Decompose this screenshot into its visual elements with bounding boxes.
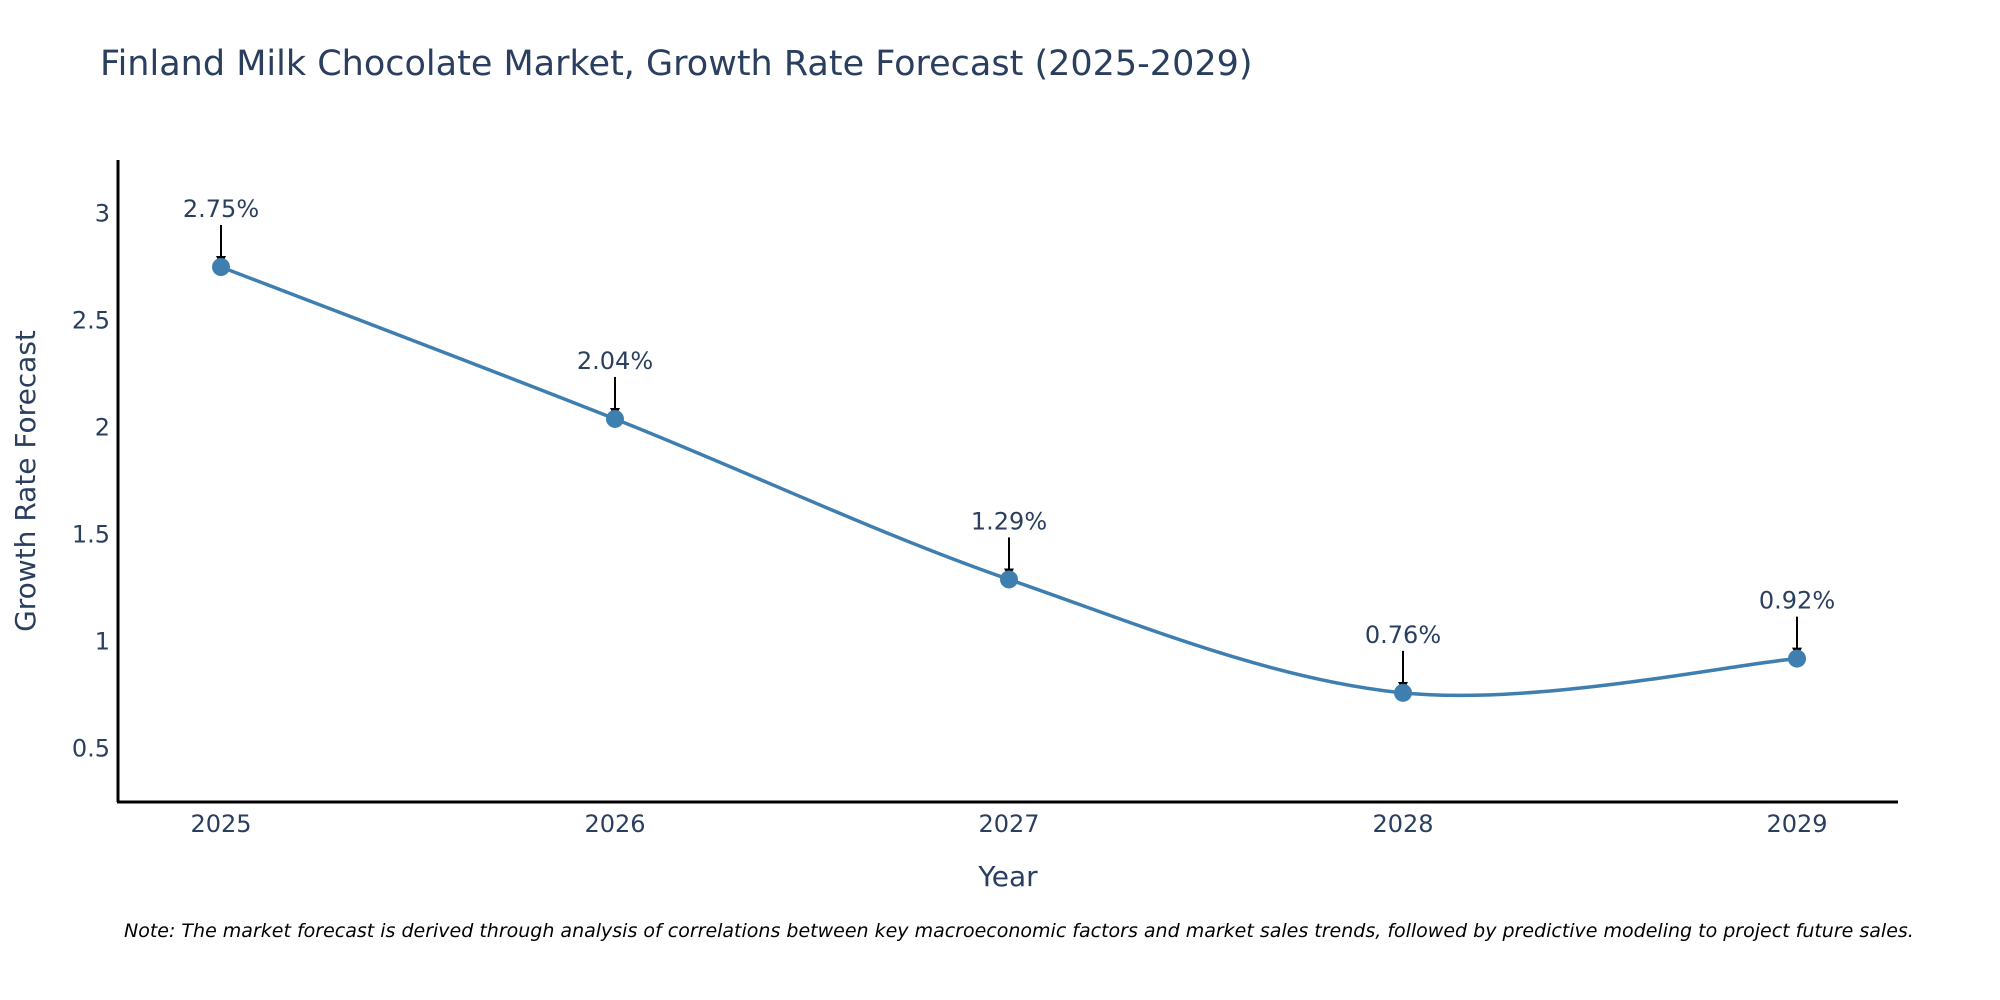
data-point-2028	[1394, 683, 1412, 702]
x-tick-label: 2026	[584, 810, 645, 838]
x-tick-label: 2029	[1766, 810, 1827, 838]
data-point-2027	[1000, 570, 1018, 589]
forecast-note: Note: The market forecast is derived thr…	[124, 920, 1914, 942]
y-ticks: 0.5 1 1.5 2 2.5 3	[72, 200, 110, 763]
data-label: 2.75%	[183, 195, 259, 223]
data-label: 0.76%	[1365, 621, 1441, 649]
data-point-2026	[606, 409, 624, 428]
x-tick-label: 2027	[978, 810, 1039, 838]
series-line	[220, 265, 1798, 698]
x-ticks: 2025 2026 2027 2028 2029	[190, 810, 1827, 838]
data-label: 0.92%	[1759, 587, 1835, 615]
y-tick-label: 2	[95, 414, 110, 442]
y-tick-label: 1.5	[72, 521, 110, 549]
data-label: 2.04%	[577, 347, 653, 375]
data-label: 1.29%	[971, 507, 1047, 535]
y-axis-title: Growth Rate Forecast	[9, 330, 42, 632]
data-point-2025	[212, 258, 230, 276]
annotations: 2.75% 2.04% 1.29% 0.76% 0.92%	[183, 195, 1835, 692]
data-points	[212, 258, 1806, 702]
x-tick-label: 2028	[1372, 810, 1433, 838]
y-tick-label: 1	[95, 628, 110, 656]
chart-title: Finland Milk Chocolate Market, Growth Ra…	[100, 44, 1253, 84]
y-tick-label: 2.5	[72, 307, 110, 335]
x-axis-title: Year	[977, 860, 1038, 893]
x-tick-label: 2025	[190, 810, 251, 838]
data-point-2029	[1788, 649, 1806, 668]
y-tick-label: 0.5	[72, 735, 110, 763]
y-tick-label: 3	[95, 200, 110, 228]
